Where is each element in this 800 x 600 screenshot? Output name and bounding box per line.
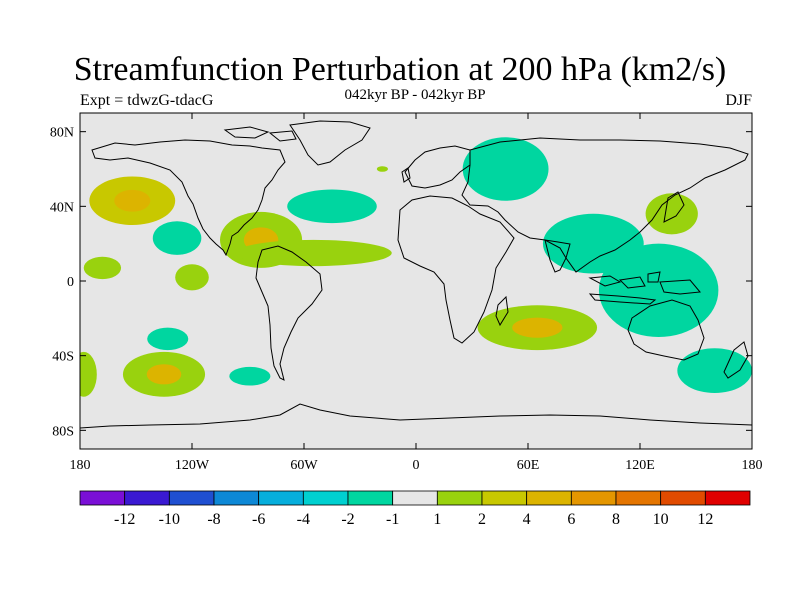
colorbar-swatch (79, 490, 126, 506)
season-label: DJF (725, 92, 752, 109)
positive-anomaly-region (83, 256, 122, 280)
colorbar-label: -2 (341, 511, 354, 528)
colorbar: -12 -10 -8 -6 -4 -2 -1 1 2 4 6 8 10 12 (79, 490, 751, 528)
colorbar-label: 4 (523, 511, 531, 528)
negative-anomaly-region (229, 366, 271, 386)
plot-subtitle: 042kyr BP - 042kyr BP (344, 87, 486, 103)
negative-anomaly-region (462, 137, 549, 201)
x-tick-label: 120W (175, 458, 210, 473)
negative-anomaly-region (147, 327, 189, 351)
colorbar-label: 10 (653, 511, 669, 528)
positive-anomaly-region (645, 193, 698, 235)
colorbar-swatch (526, 490, 572, 506)
x-tick-label: 180 (70, 458, 91, 473)
colorbar-swatch (481, 490, 528, 506)
y-tick-label: 40S (52, 350, 74, 365)
y-tick-label: 0 (67, 275, 74, 290)
y-tick-label: 40N (50, 200, 74, 215)
colorbar-label: 6 (567, 511, 575, 528)
colorbar-label: 1 (433, 511, 441, 528)
positive-anomaly-region (376, 166, 388, 172)
colorbar-label: 2 (478, 511, 486, 528)
negative-anomaly-region (152, 221, 202, 255)
colorbar-swatch (704, 490, 751, 506)
colorbar-label: -12 (114, 511, 135, 528)
y-tick-label: 80S (52, 424, 74, 439)
colorbar-swatch (213, 490, 260, 506)
negative-anomaly-region (598, 243, 719, 337)
colorbar-swatch (570, 490, 617, 506)
x-tick-label: 180 (742, 458, 763, 473)
colorbar-label: -6 (252, 511, 265, 528)
negative-anomaly-region (677, 348, 752, 393)
colorbar-label: -4 (297, 511, 310, 528)
anomaly-peak-region (114, 189, 151, 212)
colorbar-swatch (347, 490, 394, 506)
colorbar-label: -10 (159, 511, 180, 528)
colorbar-label: -1 (386, 511, 399, 528)
x-tick-label: 0 (413, 458, 420, 473)
colorbar-swatch (302, 490, 349, 506)
y-tick-label: 80N (50, 126, 74, 141)
map-axes: 180 120W 60W 0 60E 120E 180 80N 40N 0 40S 80S (50, 113, 763, 473)
colorbar-swatch (392, 490, 438, 506)
colorbar-swatch (258, 490, 304, 506)
colorbar-label: 12 (697, 511, 713, 528)
positive-anomaly-region (175, 264, 209, 291)
anomaly-peak-region (146, 364, 182, 385)
x-tick-label: 120E (625, 458, 655, 473)
x-tick-label: 60E (517, 458, 540, 473)
colorbar-swatch (660, 490, 706, 506)
colorbar-swatch (436, 490, 483, 506)
experiment-label: Expt = tdwzG-tdacG (80, 92, 214, 109)
colorbar-label: 8 (612, 511, 620, 528)
x-tick-label: 60W (290, 458, 318, 473)
positive-anomaly-region (80, 351, 97, 397)
colorbar-swatch (615, 490, 662, 506)
colorbar-swatch (124, 490, 170, 506)
coastlines (80, 120, 752, 429)
colorbar-swatch (168, 490, 215, 506)
colorbar-label: -8 (207, 511, 220, 528)
negative-anomaly-region (287, 189, 377, 224)
plot-title: Streamfunction Perturbation at 200 hPa (… (73, 51, 727, 88)
anomaly-peak-region (512, 317, 563, 338)
anomaly-contours (80, 137, 752, 397)
